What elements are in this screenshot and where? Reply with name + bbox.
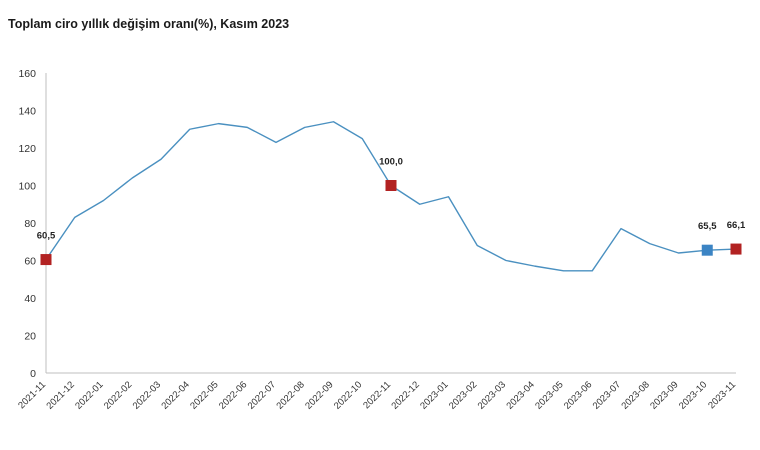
y-tick-label: 120 <box>18 143 36 155</box>
x-tick-label: 2022-06 <box>217 379 249 411</box>
x-tick-label: 2023-10 <box>677 379 709 411</box>
x-tick-label: 2023-05 <box>533 379 565 411</box>
x-tick-label: 2022-07 <box>246 379 278 411</box>
x-tick-label: 2023-07 <box>591 379 623 411</box>
data-point-marker <box>730 243 742 255</box>
x-tick-label: 2022-12 <box>389 379 421 411</box>
x-tick-label: 2023-03 <box>476 379 508 411</box>
y-tick-label: 40 <box>24 293 36 305</box>
x-tick-label: 2023-04 <box>504 379 536 411</box>
chart-title: Toplam ciro yıllık değişim oranı(%), Kas… <box>8 17 290 31</box>
series-line <box>45 121 737 272</box>
x-tick-label: 2022-02 <box>102 379 134 411</box>
y-tick-label: 60 <box>24 256 36 268</box>
x-tick-label: 2022-01 <box>73 379 105 411</box>
data-point-marker <box>701 244 713 256</box>
x-tick-label: 2022-05 <box>188 379 220 411</box>
y-tick-label: 20 <box>24 331 36 343</box>
y-tick-label: 0 <box>30 368 36 380</box>
x-tick-label: 2022-10 <box>332 379 364 411</box>
x-tick-label: 2023-11 <box>706 379 738 411</box>
y-tick-label: 100 <box>18 181 36 193</box>
data-label: 65,5 <box>698 221 717 232</box>
x-tick-label: 2023-09 <box>648 379 680 411</box>
y-tick-label: 140 <box>18 106 36 118</box>
data-label: 66,1 <box>727 220 746 231</box>
y-tick-label: 80 <box>24 218 36 230</box>
x-tick-label: 2021-11 <box>16 379 48 411</box>
data-point-marker <box>40 254 52 266</box>
x-tick-label: 2021-12 <box>44 379 76 411</box>
x-tick-label: 2023-01 <box>418 379 450 411</box>
y-tick-label: 160 <box>18 68 36 80</box>
x-tick-label: 2022-03 <box>131 379 163 411</box>
x-tick-label: 2022-11 <box>361 379 393 411</box>
x-tick-label: 2022-08 <box>274 379 306 411</box>
x-tick-label: 2023-08 <box>619 379 651 411</box>
x-tick-label: 2023-02 <box>447 379 479 411</box>
data-label: 60,5 <box>37 231 56 242</box>
data-point-marker <box>385 180 397 191</box>
data-label: 100,0 <box>379 157 403 168</box>
x-tick-label: 2023-06 <box>562 379 594 411</box>
x-tick-label: 2022-04 <box>159 379 191 411</box>
x-tick-label: 2022-09 <box>303 379 335 411</box>
